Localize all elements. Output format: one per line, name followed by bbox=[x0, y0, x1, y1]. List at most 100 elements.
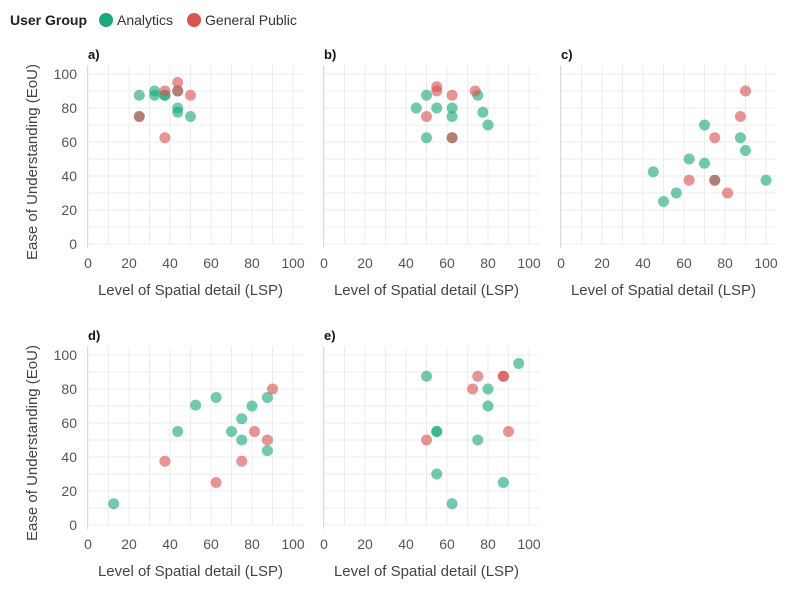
point-general-public bbox=[159, 455, 171, 467]
point-analytics bbox=[261, 445, 273, 457]
panel-label: b) bbox=[324, 47, 336, 62]
point-analytics bbox=[431, 102, 443, 114]
point-analytics bbox=[446, 102, 458, 114]
y-tick-label: 80 bbox=[61, 381, 77, 397]
x-tick-label: 100 bbox=[517, 255, 541, 271]
y-tick-label: 40 bbox=[61, 449, 77, 465]
point-analytics bbox=[699, 157, 710, 169]
point-general-public bbox=[185, 89, 196, 101]
panel-a: a) 0 20 40 60 80 100 0 20 40 60 80 100 Ease of Unders… bbox=[24, 47, 305, 299]
point-analytics bbox=[226, 426, 237, 437]
panel-label: c) bbox=[561, 47, 573, 62]
point-analytics bbox=[740, 145, 751, 156]
y-tick-label: 100 bbox=[54, 66, 78, 82]
x-axis-title: Level of Spatial detail (LSP) bbox=[98, 563, 283, 580]
panel-label: d) bbox=[88, 328, 100, 343]
point-analytics bbox=[236, 434, 248, 446]
legend-label-general-public: General Public bbox=[205, 12, 297, 28]
x-tick-label: 20 bbox=[357, 255, 373, 271]
y-tick-label: 60 bbox=[61, 134, 77, 150]
x-tick-label: 0 bbox=[557, 255, 565, 271]
point-general-public bbox=[261, 434, 273, 446]
x-tick-label: 20 bbox=[121, 255, 137, 271]
x-tick-label: 0 bbox=[84, 536, 92, 552]
x-axis-title: Level of Spatial detail (LSP) bbox=[98, 282, 283, 299]
x-tick-label: 100 bbox=[517, 536, 541, 552]
panel-label: e) bbox=[324, 328, 336, 343]
point-analytics bbox=[210, 392, 222, 403]
point-analytics bbox=[236, 413, 248, 425]
point-analytics bbox=[446, 111, 458, 122]
x-tick-label: 40 bbox=[635, 255, 651, 271]
point-analytics bbox=[172, 426, 184, 437]
x-tick-label: 40 bbox=[162, 536, 178, 552]
y-tick-label: 0 bbox=[69, 236, 77, 252]
point-analytics bbox=[149, 85, 161, 97]
x-axis-title: Level of Spatial detail (LSP) bbox=[334, 563, 519, 580]
point-analytics bbox=[497, 477, 509, 488]
point-general-public bbox=[431, 85, 443, 97]
x-tick-label: 100 bbox=[281, 255, 305, 271]
point-general-public bbox=[497, 370, 509, 382]
panels: a) 0 20 40 60 80 100 0 20 40 60 80 100 Ease of Unders… bbox=[24, 47, 778, 580]
x-tick-label: 60 bbox=[439, 536, 455, 552]
point-analytics bbox=[482, 383, 494, 395]
point-analytics bbox=[246, 400, 258, 412]
x-tick-label: 40 bbox=[398, 255, 414, 271]
point-general-public bbox=[446, 89, 458, 101]
point-general-public bbox=[722, 187, 734, 199]
y-tick-label: 60 bbox=[61, 415, 77, 431]
legend: User Group Analytics General Public bbox=[10, 12, 297, 28]
x-tick-label: 60 bbox=[203, 536, 219, 552]
panel-c: c) 0 20 40 60 80 100 Level of Spatial detail (L… bbox=[557, 47, 778, 299]
point-analytics bbox=[482, 119, 494, 131]
point-general-public bbox=[267, 383, 278, 395]
y-tick-label: 80 bbox=[61, 100, 77, 116]
point-analytics bbox=[472, 434, 484, 446]
point-general-public bbox=[236, 455, 248, 467]
point-general-public bbox=[172, 77, 184, 88]
point-analytics bbox=[185, 111, 196, 122]
point-general-public bbox=[683, 174, 695, 186]
panel-label: a) bbox=[88, 47, 100, 62]
panel-d: d) 0 20 40 60 80 100 0 20 40 60 80 100 Ease of Unders… bbox=[24, 328, 305, 580]
x-tick-label: 20 bbox=[357, 536, 373, 552]
y-tick-label: 20 bbox=[61, 202, 77, 218]
y-tick-label: 0 bbox=[69, 517, 77, 533]
point-analytics bbox=[172, 106, 184, 118]
point-analytics bbox=[513, 358, 525, 369]
point-general-public bbox=[249, 426, 261, 437]
x-tick-label: 0 bbox=[84, 255, 92, 271]
legend-title: User Group bbox=[10, 12, 87, 28]
y-tick-label: 40 bbox=[61, 168, 77, 184]
y-axis-title: Ease of Understanding (EoU) bbox=[24, 64, 41, 260]
point-general-public bbox=[133, 111, 145, 122]
point-analytics bbox=[482, 400, 494, 412]
point-analytics bbox=[477, 106, 489, 118]
point-general-public bbox=[159, 132, 171, 144]
y-tick-label: 20 bbox=[61, 483, 77, 499]
point-analytics bbox=[683, 153, 695, 165]
x-tick-label: 100 bbox=[754, 255, 778, 271]
x-tick-label: 80 bbox=[717, 255, 733, 271]
x-tick-label: 60 bbox=[203, 255, 219, 271]
x-tick-label: 100 bbox=[281, 536, 305, 552]
x-tick-label: 0 bbox=[320, 255, 328, 271]
point-analytics bbox=[190, 399, 202, 411]
point-analytics bbox=[670, 187, 682, 199]
x-tick-label: 80 bbox=[480, 255, 496, 271]
x-tick-label: 20 bbox=[121, 536, 137, 552]
point-general-public bbox=[172, 85, 184, 97]
point-analytics bbox=[133, 89, 145, 101]
point-analytics bbox=[261, 392, 273, 403]
point-general-public bbox=[709, 132, 721, 144]
legend-marker-analytics bbox=[99, 13, 114, 27]
legend-label-analytics: Analytics bbox=[117, 12, 173, 28]
point-general-public bbox=[734, 111, 746, 122]
y-tick-label: 100 bbox=[54, 347, 78, 363]
x-tick-label: 20 bbox=[594, 255, 610, 271]
x-tick-label: 80 bbox=[244, 536, 260, 552]
point-general-public bbox=[472, 370, 484, 382]
point-general-public bbox=[446, 132, 458, 144]
